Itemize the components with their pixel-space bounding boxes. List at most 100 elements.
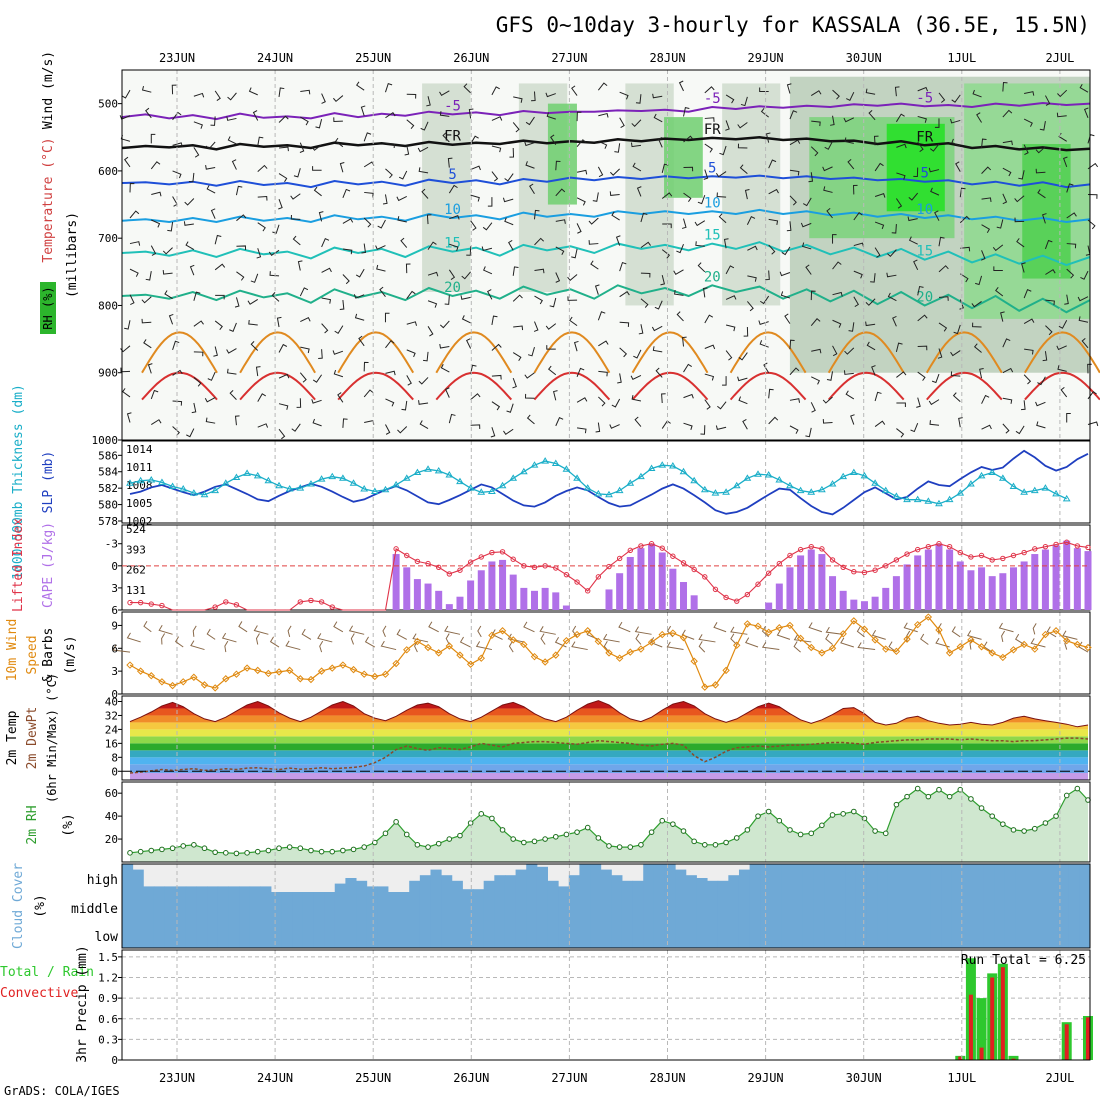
wind-barb bbox=[852, 184, 858, 195]
cape-bar bbox=[467, 580, 475, 610]
wind-barb bbox=[928, 399, 940, 406]
cloud-cell-middle bbox=[1036, 892, 1048, 920]
cloud-cell-low bbox=[898, 920, 910, 948]
temp-band bbox=[130, 743, 1088, 751]
wind-barb bbox=[891, 224, 897, 234]
thickness-point bbox=[637, 472, 645, 480]
cloud-cell-low bbox=[504, 920, 517, 948]
wind-barb bbox=[470, 194, 480, 202]
li-point bbox=[1000, 555, 1006, 562]
rh2m-point bbox=[425, 844, 431, 850]
cloud-cell-low bbox=[1068, 920, 1080, 948]
y-tick-label: 1.2 bbox=[98, 972, 118, 985]
wind-barb bbox=[278, 115, 289, 123]
thickness-point bbox=[221, 479, 230, 486]
cape-tick-label: 393 bbox=[126, 543, 146, 556]
cloud-cell-low bbox=[951, 920, 963, 948]
wind-barb bbox=[193, 351, 204, 357]
wind-barb bbox=[549, 297, 557, 308]
wind-barb bbox=[887, 249, 897, 258]
isotherm-warm-35 bbox=[435, 371, 513, 401]
wind-barb bbox=[1066, 243, 1077, 249]
cape-bar bbox=[626, 556, 634, 610]
wind10-barb bbox=[428, 621, 439, 633]
wind10-point bbox=[264, 669, 273, 678]
cloud-cell-low bbox=[143, 920, 155, 948]
wind-barb bbox=[214, 234, 222, 245]
wind-barb bbox=[747, 275, 757, 282]
slp-frame bbox=[121, 440, 1091, 524]
cloud-cell-high bbox=[217, 886, 229, 892]
thickness-point bbox=[243, 469, 251, 476]
wind-barb bbox=[917, 371, 926, 381]
cloud-cell-low bbox=[770, 920, 783, 948]
rh2m-point bbox=[499, 827, 506, 833]
li-point bbox=[648, 541, 655, 547]
wind-barb bbox=[725, 295, 737, 300]
wind-barb bbox=[1037, 376, 1046, 386]
wind-barb bbox=[683, 135, 694, 143]
wind-barb bbox=[874, 162, 884, 172]
cloud-cell-middle bbox=[356, 892, 368, 920]
wind-barb bbox=[439, 111, 450, 117]
wind-barb bbox=[1060, 386, 1068, 398]
wind10-point bbox=[328, 664, 336, 672]
rh2m-point bbox=[989, 813, 996, 819]
cloud-cell-middle bbox=[707, 892, 719, 920]
wind-barb bbox=[737, 122, 748, 129]
wind-barb bbox=[333, 117, 343, 122]
cloud-cell-high bbox=[781, 864, 793, 892]
cloud-cell-middle bbox=[281, 892, 293, 920]
isotherm-label: 5 bbox=[921, 166, 929, 182]
wind-barb bbox=[124, 156, 131, 168]
cloud-cell-middle bbox=[494, 892, 506, 920]
wind-barb bbox=[682, 336, 687, 347]
wind-barb bbox=[995, 286, 1004, 297]
wind-barb bbox=[805, 427, 812, 438]
cape-bar bbox=[765, 602, 773, 610]
wind-barb bbox=[811, 348, 822, 354]
wind-barb bbox=[248, 319, 258, 326]
cloud-cell-low bbox=[164, 920, 176, 948]
wind10-barb bbox=[1046, 626, 1057, 638]
wind-barb bbox=[555, 188, 566, 197]
cloud-cell-high bbox=[813, 864, 825, 892]
cloud-cell-high bbox=[483, 880, 495, 892]
wind-barb bbox=[342, 188, 351, 199]
wind-barb bbox=[895, 342, 903, 352]
isotherm-label: FR bbox=[704, 122, 721, 138]
wind10-point bbox=[956, 643, 964, 651]
wind-barb bbox=[447, 157, 453, 168]
rh2m-point bbox=[531, 838, 538, 845]
wind-barb bbox=[1024, 348, 1034, 355]
wind10-point bbox=[733, 641, 741, 649]
wind-barb bbox=[1044, 239, 1053, 250]
wind-barb bbox=[150, 161, 161, 170]
ylabel-slp: SLP (mb) bbox=[41, 451, 56, 514]
li-point bbox=[1085, 544, 1091, 551]
wind-barb bbox=[312, 374, 323, 383]
wind-barb bbox=[576, 367, 585, 377]
cloud-cell-middle bbox=[441, 892, 453, 920]
wind-barb bbox=[916, 397, 921, 408]
wind-barb bbox=[1023, 289, 1032, 299]
wind10-point bbox=[988, 649, 996, 657]
wind-barb bbox=[768, 159, 777, 169]
wind-barb bbox=[235, 185, 243, 196]
wind-barb bbox=[846, 91, 855, 101]
wind-barb bbox=[1023, 118, 1033, 127]
wind-barb bbox=[1042, 351, 1048, 362]
li-point bbox=[680, 560, 687, 566]
wind10-barb bbox=[158, 625, 173, 635]
wind-barb bbox=[801, 242, 812, 250]
wind-barb bbox=[318, 349, 323, 359]
cloud-cell-middle bbox=[387, 892, 400, 920]
cloud-cell-high bbox=[409, 880, 421, 892]
cape-bar bbox=[541, 587, 549, 610]
wind-barb bbox=[847, 159, 855, 170]
wind10-barb bbox=[333, 621, 344, 633]
wind-barb bbox=[550, 134, 557, 145]
li-point bbox=[542, 563, 548, 569]
wind-barb bbox=[683, 363, 692, 373]
